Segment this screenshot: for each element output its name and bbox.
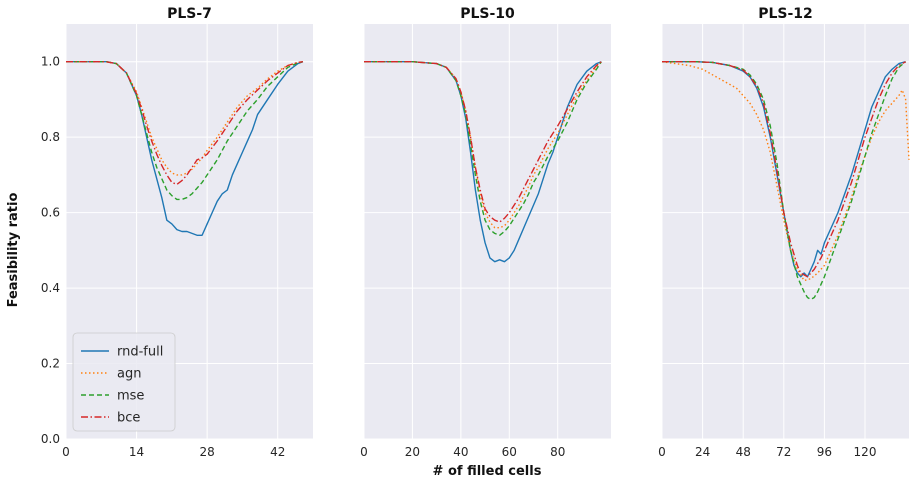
series-line-bce [662,61,906,278]
x-tick-label: 0 [658,445,666,459]
panel-title: PLS-12 [758,6,813,22]
panel-title: PLS-7 [167,6,212,22]
y-axis-label: Feasibility ratio [6,193,21,308]
chart-panels: PLS-7 0 14 28 42 0.0 0.2 0.4 0.6 0.8 1.0 PLS-10 0 20 4… [41,6,910,459]
panel-2: PLS-10 0 20 40 60 80 [360,6,611,459]
series-line-bce [364,61,602,223]
x-tick-label: 120 [854,445,877,459]
legend-label-bce: bce [117,411,140,426]
x-tick-label: 28 [200,445,215,459]
x-tick-label: 0 [62,445,70,459]
x-tick-label: 24 [695,445,710,459]
x-axis-label: # of filled cells [433,464,542,479]
series-line-mse [662,61,907,301]
y-tick-label: 0.4 [41,281,60,295]
y-tick-label: 0.0 [41,432,60,446]
series-line-mse [364,61,602,236]
x-tick-label: 96 [817,445,832,459]
y-tick-label: 1.0 [41,55,60,69]
y-tick-label: 0.2 [41,357,60,371]
x-tick-label: 60 [502,445,517,459]
legend-label-rnd-full: rnd-full [117,345,163,360]
series-line-rnd-full [66,61,304,236]
x-tick-label: 14 [129,445,144,459]
x-tick-label: 0 [360,445,368,459]
series-line-rnd-full [364,61,602,263]
panel-3: PLS-12 0 24 48 72 96 120 [658,6,910,459]
y-tick-label: 0.6 [41,206,60,220]
legend: rnd-full agn mse bce [72,332,176,432]
x-tick-label: 20 [405,445,420,459]
legend-label-mse: mse [117,389,144,404]
series-line-bce [66,61,304,186]
series-line-agn [66,61,304,176]
x-tick-label: 72 [776,445,791,459]
plot-area [364,24,611,439]
y-tick-label: 0.8 [41,130,60,144]
series-line-mse [66,61,304,201]
plot-area [662,24,909,439]
legend-box [72,332,176,432]
x-tick-label: 40 [453,445,468,459]
panel-title: PLS-10 [460,6,515,22]
x-tick-label: 42 [270,445,285,459]
x-tick-label: 80 [550,445,565,459]
legend-label-agn: agn [117,367,141,382]
x-tick-label: 48 [736,445,751,459]
